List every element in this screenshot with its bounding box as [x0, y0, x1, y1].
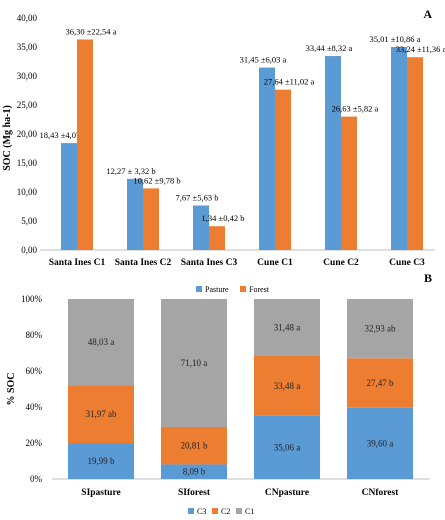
segment-label-c2: 20,81 b	[181, 441, 209, 451]
bar-pasture	[61, 143, 77, 250]
y-tick-label: 0,00	[21, 245, 37, 255]
stack-segment-c1	[68, 299, 134, 386]
stack-segment-c3	[347, 407, 413, 479]
data-label-forest: 36,30 ±22,54 a	[66, 26, 117, 36]
panel-a: A SOC (Mg ha-1) 0,00 5,00 10,00 15,00 20,00 2…	[2, 7, 445, 294]
bar-pasture	[391, 46, 407, 250]
segment-label-c2: 33,48 a	[274, 381, 301, 391]
data-label-pasture: 31,45 ±6,03 a	[240, 55, 287, 65]
panel-a-legend: Pasture Forest	[196, 285, 270, 294]
data-label-pasture: 7,67 ±5,63 b	[176, 193, 219, 203]
segment-label-c1: 32,93 ab	[365, 324, 396, 334]
stack-segment-c2	[68, 385, 134, 444]
x-tick-label: Cune C1	[257, 258, 293, 268]
segment-label-c3: 35,06 a	[274, 442, 301, 452]
panel-b-legend: C3 C2 C1	[188, 507, 254, 516]
segment-label-c1: 71,10 a	[181, 358, 208, 368]
data-label-forest: 1,34 ±0,42 b	[202, 213, 245, 223]
data-label-pasture: 18,43 ±4,07 ab	[40, 130, 91, 140]
y-tick-label: 40,00	[17, 13, 38, 23]
segment-label-c3: 19,99 b	[88, 456, 116, 466]
x-tick-label: Santa Ines C3	[181, 258, 238, 268]
y-tick-label: 60%	[26, 366, 43, 376]
y-tick-label: 25,00	[17, 100, 38, 110]
bar-forest	[209, 226, 225, 250]
y-tick-label: 30,00	[17, 71, 38, 81]
legend-label-c2: C2	[221, 507, 230, 516]
legend-label-c3: C3	[197, 507, 206, 516]
y-tick-label: 100%	[21, 294, 43, 304]
y-tick-label: 35,00	[17, 42, 38, 52]
data-label-pasture: 35,01 ±10,86 a	[370, 34, 421, 44]
panel-a-y-ticks: 0,00 5,00 10,00 15,00 20,00 25,00 30,00 35,00 40…	[17, 13, 38, 255]
legend-swatch-c3	[188, 508, 194, 514]
bar-forest	[341, 116, 357, 250]
legend-swatch-c1	[236, 508, 242, 514]
y-tick-label: 40%	[26, 402, 43, 412]
y-tick-label: 15,00	[17, 158, 38, 168]
segment-label-c1: 48,03 a	[88, 337, 115, 347]
bar-forest	[407, 57, 423, 250]
segment-label-c3: 8,09 b	[183, 467, 206, 477]
y-tick-label: 10,00	[17, 187, 38, 197]
stack-segment-c1	[254, 298, 320, 356]
segment-label-c2: 27,47 b	[367, 378, 395, 388]
x-tick-label: Cune C3	[389, 258, 425, 268]
x-tick-label: Santa Ines C1	[49, 258, 106, 268]
panel-b: B % SOC 0% 20% 40% 60% 80% 100% 19,99 b 31,97 …	[6, 271, 432, 516]
bar-pasture	[193, 205, 209, 250]
panel-b-y-ticks: 0% 20% 40% 60% 80% 100%	[21, 294, 43, 484]
y-tick-label: 20,00	[17, 129, 38, 139]
stack-segment-c3	[161, 464, 227, 479]
legend-label-c1: C1	[245, 507, 254, 516]
y-tick-label: 80%	[26, 330, 43, 340]
x-tick-label: CNforest	[362, 488, 400, 498]
stack-segment-c3	[68, 443, 134, 479]
stack-segment-c1	[161, 299, 227, 427]
stack-segment-c2	[347, 358, 413, 408]
segment-label-c2: 31,97 ab	[86, 409, 117, 419]
stack-segment-c2	[254, 355, 320, 416]
y-tick-label: 5,00	[21, 216, 37, 226]
y-tick-label: 0%	[30, 474, 43, 484]
bar-forest	[77, 39, 93, 251]
bar-pasture	[127, 178, 143, 250]
panel-b-label: B	[424, 271, 432, 285]
bar-pasture	[325, 56, 341, 250]
x-tick-label: Cune C2	[323, 258, 359, 268]
legend-swatch-forest	[240, 286, 246, 292]
legend-label-forest: Forest	[249, 285, 270, 294]
x-tick-label: SIforest	[178, 488, 211, 498]
legend-label-pasture: Pasture	[205, 285, 229, 294]
data-label-forest: 26,63 ±5,82 a	[332, 104, 379, 114]
panel-a-y-axis-label: SOC (Mg ha-1)	[2, 105, 13, 171]
x-tick-label: Santa Ines C2	[115, 258, 172, 268]
stack-segment-c2	[161, 426, 227, 465]
stack-segment-c3	[254, 415, 320, 479]
panel-a-label: A	[423, 7, 432, 21]
bar-forest	[143, 188, 159, 250]
data-label-pasture: 33,44 ±8,32 a	[306, 43, 353, 53]
x-tick-label: CNpasture	[265, 488, 309, 498]
y-tick-label: 20%	[26, 438, 43, 448]
bar-forest	[275, 89, 291, 250]
segment-label-c1: 31,48 a	[274, 322, 301, 332]
segment-label-c3: 39,60 a	[367, 438, 394, 448]
data-label-pasture: 12,27 ± 3,32 b	[106, 166, 155, 176]
panel-a-bars: 18,43 ±4,07 ab 36,30 ±22,54 a 12,27 ± 3,32…	[40, 26, 445, 251]
panel-b-bars: 19,99 b 31,97 ab 48,03 a 8,09 b 20,81 b 71,10…	[68, 298, 413, 479]
x-tick-label: SIpasture	[81, 488, 120, 498]
panel-b-y-axis-label: % SOC	[6, 372, 17, 405]
data-label-forest: 33,24 ±11,36 a	[396, 44, 445, 54]
data-label-forest: 27,64 ±11,02 a	[264, 77, 315, 87]
bar-pasture	[259, 67, 275, 250]
legend-swatch-c2	[212, 508, 218, 514]
panel-a-x-labels: Santa Ines C1 Santa Ines C2 Santa Ines C3 C…	[49, 258, 425, 268]
stack-segment-c1	[347, 299, 413, 359]
panel-b-x-labels: SIpasture SIforest CNpasture CNforest	[81, 488, 399, 498]
data-label-forest: 10,62 ±9,78 b	[133, 175, 180, 185]
legend-swatch-pasture	[196, 286, 202, 292]
